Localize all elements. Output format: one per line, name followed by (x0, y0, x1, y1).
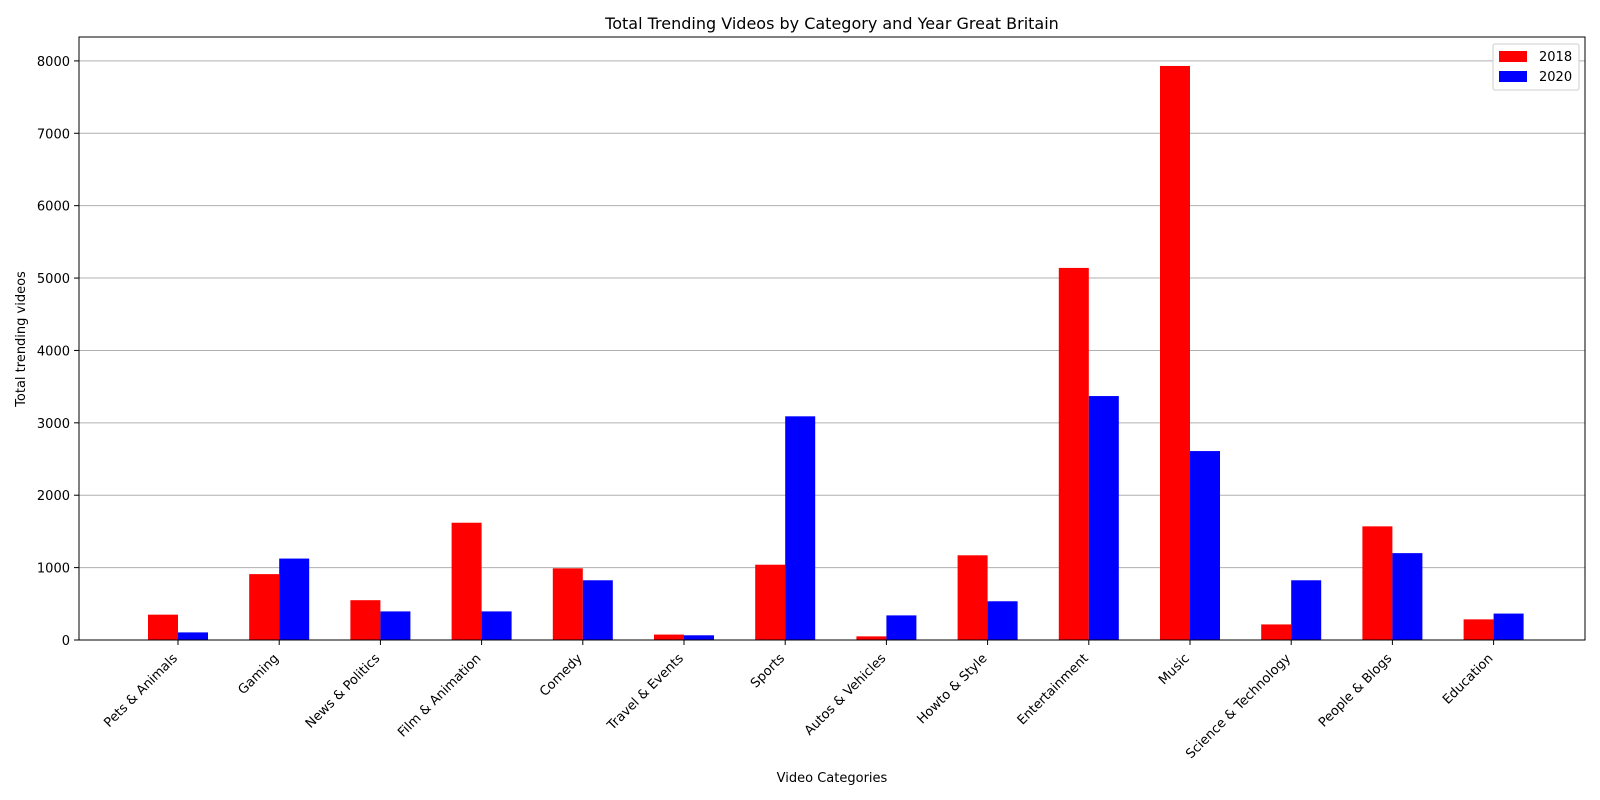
legend-label-2018: 2018 (1539, 50, 1572, 65)
x-tick-label: Science & Technology (1183, 651, 1294, 762)
legend-swatch-2018 (1499, 51, 1527, 62)
x-tick-label: Pets & Animals (101, 651, 181, 731)
bar-2018 (654, 634, 684, 640)
y-tick-label: 4000 (37, 344, 70, 359)
bar-2020 (481, 611, 512, 640)
y-axis: 0 1000 2000 3000 4000 5000 6000 7000 8000 (37, 55, 79, 649)
bar-2018 (957, 555, 988, 640)
y-tick-label: 3000 (37, 417, 70, 432)
y-tick-label: 8000 (37, 55, 70, 70)
y-tick-label: 5000 (37, 272, 70, 287)
bar-2020 (1088, 396, 1119, 640)
bar-2020 (178, 632, 208, 640)
bar-2018 (1261, 624, 1292, 640)
y-tick-label: 0 (62, 634, 70, 649)
x-axis-label: Video Categories (777, 771, 888, 786)
x-tick-label: Film & Animation (395, 651, 484, 740)
x-tick-label: Sports (748, 651, 788, 691)
grid-lines (79, 60, 1585, 569)
bar-2020 (582, 580, 613, 640)
x-tick-label: People & Blogs (1316, 651, 1395, 730)
x-tick-label: Entertainment (1015, 651, 1092, 728)
y-tick-label: 1000 (37, 562, 70, 577)
bar-2020 (1190, 451, 1220, 640)
legend: 2018 2020 (1492, 43, 1580, 91)
bar-2018 (552, 568, 583, 640)
bar-2018 (350, 600, 381, 640)
bar-2020 (380, 611, 411, 640)
bar-2020 (785, 416, 816, 640)
y-tick-label: 6000 (37, 200, 70, 215)
bars (148, 65, 1524, 641)
bar-2020 (684, 635, 714, 640)
x-tick-label: Education (1440, 651, 1496, 707)
bar-2018 (1058, 267, 1089, 640)
bar-2020 (1291, 580, 1322, 640)
bar-2018 (1160, 65, 1190, 641)
x-axis: Pets & Animals Gaming News & Politics Film … (101, 640, 1496, 762)
bar-2018 (856, 636, 887, 640)
bar-2020 (1493, 613, 1524, 640)
plot-frame (78, 36, 1586, 641)
x-tick-label: Gaming (235, 651, 282, 698)
bar-2018 (1362, 526, 1393, 640)
x-tick-label: Autos & Vehicles (802, 651, 890, 739)
x-tick-label: Music (1156, 651, 1193, 688)
bar-2018 (755, 564, 786, 640)
bar-2018 (148, 614, 178, 640)
legend-swatch-2020 (1499, 71, 1527, 82)
x-tick-label: Travel & Events (604, 651, 687, 734)
x-tick-label: News & Politics (303, 651, 384, 732)
bar-2020 (1392, 553, 1423, 640)
y-tick-label: 7000 (37, 127, 70, 142)
y-tick-label: 2000 (37, 489, 70, 504)
chart-title: Total Trending Videos by Category and Ye… (604, 14, 1059, 33)
legend-label-2020: 2020 (1539, 70, 1572, 85)
x-tick-label: Comedy (537, 651, 586, 700)
bar-2018 (1463, 619, 1494, 640)
bar-2020 (279, 558, 310, 640)
bar-2018 (451, 522, 482, 640)
y-axis-label: Total trending videos (14, 271, 29, 408)
x-tick-label: Howto & Style (914, 651, 990, 727)
bar-2018 (249, 574, 280, 640)
bar-2020 (987, 601, 1018, 640)
bar-2020 (886, 615, 917, 640)
